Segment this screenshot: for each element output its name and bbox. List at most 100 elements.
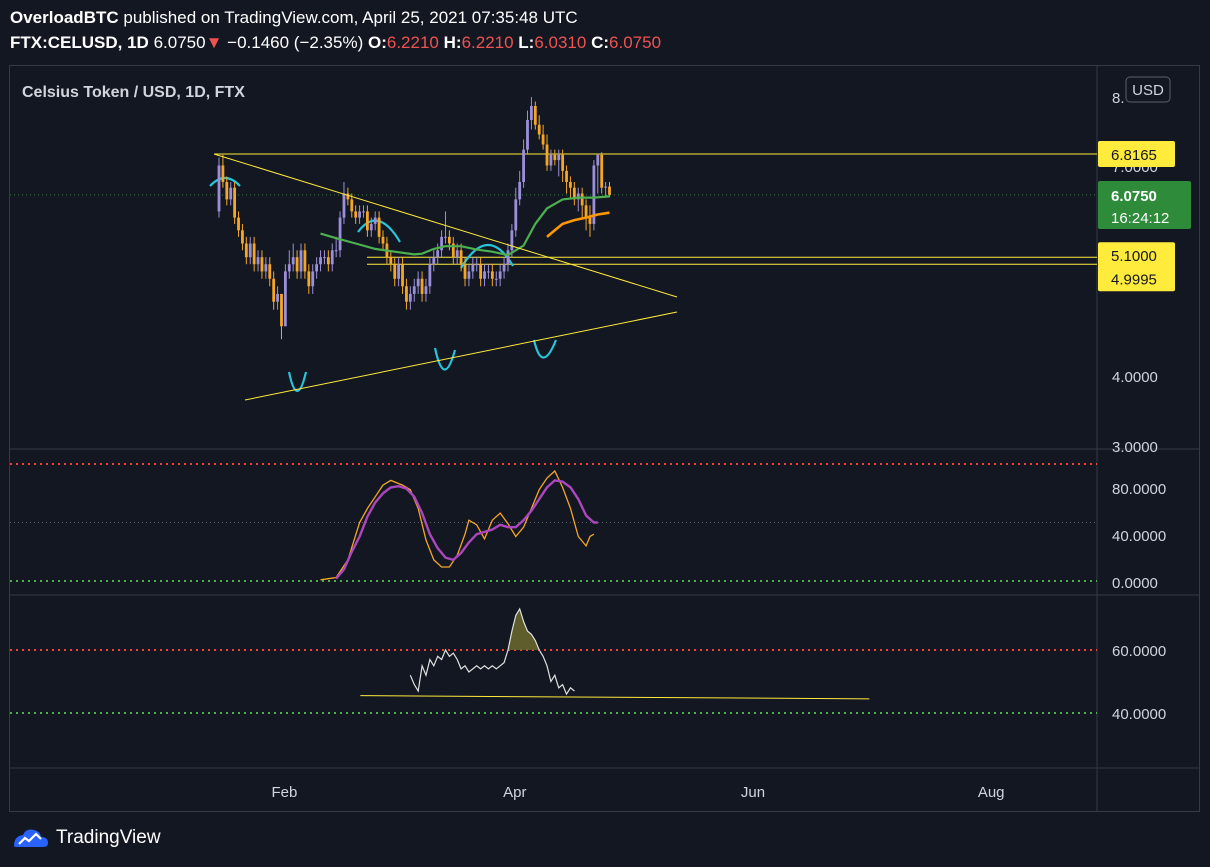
level-price-tag[interactable] [1098, 140, 1175, 167]
candle-body[interactable] [397, 264, 401, 279]
candle-body[interactable] [350, 199, 354, 212]
currency-badge-box[interactable] [1125, 76, 1171, 103]
candle-body[interactable] [569, 182, 572, 188]
candle-body[interactable] [514, 199, 518, 231]
candle-body[interactable] [291, 257, 295, 265]
candle-body[interactable] [287, 264, 291, 272]
candle-body[interactable] [459, 250, 463, 265]
candle-body[interactable] [506, 250, 510, 265]
candle-body[interactable] [365, 211, 369, 231]
candle-body[interactable] [233, 187, 237, 218]
candle-body[interactable] [346, 193, 350, 200]
candle-body[interactable] [494, 278, 498, 280]
candle-body[interactable] [467, 271, 471, 279]
candle-body[interactable] [530, 106, 533, 120]
descending-trendline[interactable] [213, 153, 678, 298]
candle-body[interactable] [241, 230, 244, 244]
candle-body[interactable] [280, 293, 283, 327]
candle-body[interactable] [580, 193, 584, 206]
level-price-tag[interactable] [1098, 265, 1175, 292]
rsi-line[interactable] [409, 607, 575, 696]
candle-body[interactable] [389, 257, 393, 265]
candle-body[interactable] [596, 154, 600, 166]
candle-body[interactable] [553, 154, 557, 161]
candle-body[interactable] [444, 236, 447, 238]
candle-body[interactable] [557, 154, 561, 161]
candle-body[interactable] [608, 186, 611, 195]
candle-body[interactable] [225, 182, 229, 200]
candle-body[interactable] [260, 257, 264, 272]
ema-orange-line[interactable] [546, 211, 610, 238]
candle-body[interactable] [463, 264, 467, 279]
candle-body[interactable] [490, 271, 494, 279]
moving-averages[interactable] [320, 195, 610, 257]
candle-body[interactable] [373, 217, 377, 224]
candle-body[interactable] [295, 257, 299, 272]
candle-body[interactable] [303, 250, 307, 272]
candle-body[interactable] [307, 271, 311, 287]
level-price-tag[interactable] [1098, 242, 1175, 269]
stoch-k-line[interactable] [320, 469, 595, 581]
currency-badge[interactable]: USD [1132, 82, 1164, 99]
candle-body[interactable] [319, 257, 322, 265]
candle-body[interactable] [342, 193, 346, 218]
candle-body[interactable] [510, 230, 514, 251]
candle-body[interactable] [334, 250, 338, 252]
candle-body[interactable] [565, 170, 568, 183]
candle-body[interactable] [323, 257, 326, 259]
candle-body[interactable] [545, 144, 549, 166]
candle-body[interactable] [424, 286, 428, 294]
candle-body[interactable] [487, 271, 490, 273]
candle-body[interactable] [405, 286, 408, 302]
candle-body[interactable] [362, 211, 365, 213]
candle-body[interactable] [588, 217, 592, 224]
candle-body[interactable] [600, 154, 604, 188]
candle-body[interactable] [264, 264, 268, 272]
candle-body[interactable] [498, 271, 502, 279]
candle-body[interactable] [381, 236, 385, 244]
rsi-trendline[interactable] [360, 695, 870, 700]
candle-body[interactable] [229, 187, 233, 200]
candle-body[interactable] [272, 278, 276, 302]
candle-body[interactable] [451, 243, 455, 258]
ascending-trendline[interactable] [244, 311, 678, 401]
candle-body[interactable] [326, 257, 330, 265]
last-price-tag[interactable] [1098, 180, 1191, 229]
candle-body[interactable] [428, 264, 432, 287]
candle-body[interactable] [541, 134, 545, 145]
candle-body[interactable] [533, 106, 537, 125]
candle-body[interactable] [244, 243, 248, 258]
candle-body[interactable] [549, 154, 553, 166]
candle-body[interactable] [537, 124, 541, 135]
candle-body[interactable] [408, 293, 412, 302]
candle-body[interactable] [584, 205, 588, 218]
candle-body[interactable] [354, 211, 358, 218]
symbol-name[interactable]: FTX:CELUSD, 1D [10, 33, 149, 52]
candle-body[interactable] [315, 264, 319, 272]
candle-body[interactable] [455, 250, 459, 258]
candle-body[interactable] [252, 243, 256, 265]
candle-body[interactable] [436, 250, 440, 258]
candle-body[interactable] [237, 217, 240, 231]
candles[interactable] [217, 97, 611, 340]
candle-body[interactable] [483, 271, 486, 279]
candle-body[interactable] [299, 250, 303, 272]
stoch-d-line[interactable] [335, 479, 598, 580]
candle-body[interactable] [561, 154, 565, 171]
candle-body[interactable] [393, 264, 397, 279]
candle-body[interactable] [412, 286, 416, 294]
candle-body[interactable] [268, 264, 272, 279]
candle-body[interactable] [432, 257, 436, 265]
candle-body[interactable] [604, 186, 607, 188]
candle-body[interactable] [377, 217, 381, 237]
candle-body[interactable] [522, 149, 525, 183]
candle-body[interactable] [475, 264, 479, 266]
candle-body[interactable] [572, 187, 576, 200]
footer-brand[interactable]: TradingView [12, 826, 161, 850]
stochastic-pane[interactable]: 80.0000 40.0000 0.0000 [10, 463, 1166, 592]
candle-body[interactable] [283, 271, 287, 327]
candle-body[interactable] [276, 293, 279, 302]
author-name[interactable]: OverloadBTC [10, 8, 119, 27]
candle-body[interactable] [471, 264, 475, 272]
